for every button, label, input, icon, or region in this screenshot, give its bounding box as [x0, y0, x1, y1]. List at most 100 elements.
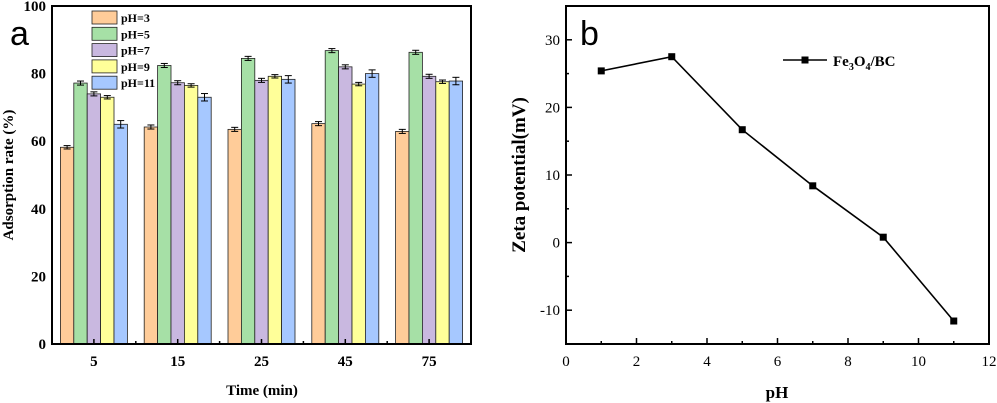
bar-pH=7-75	[421, 75, 437, 345]
x-tick-label: 2	[633, 354, 641, 370]
y-axis-label: Zeta potential(mV)	[509, 97, 530, 253]
y-tick-label: 40	[31, 202, 46, 218]
legend-item-pH=9: pH=9	[91, 59, 150, 74]
error-bar	[271, 74, 279, 79]
legend-swatch	[91, 59, 118, 74]
point-marker	[950, 317, 958, 325]
legend-item-pH=5: pH=5	[91, 26, 150, 41]
legend-label: pH=5	[121, 27, 150, 41]
bar-pH=9-25	[267, 75, 283, 345]
error-bar	[63, 145, 71, 150]
x-tick-label: 75	[422, 354, 437, 370]
legend-swatch	[91, 43, 118, 57]
legend-swatch	[91, 26, 118, 41]
point-marker	[668, 53, 676, 61]
bar-pH=11-15	[197, 96, 212, 345]
error-bar	[187, 83, 195, 88]
legend-swatch	[91, 10, 118, 25]
point-marker	[809, 182, 817, 190]
bars	[60, 48, 464, 345]
legend-item-pH=3: pH=3	[91, 10, 150, 25]
y-tick-label: 100	[24, 0, 47, 15]
legend-label: pH=7	[121, 44, 150, 58]
error-bar	[452, 76, 460, 86]
axes: 0 2 4 6 8 10 12 -10 0 10 20 30	[540, 5, 997, 370]
legend: pH=3 pH=5 pH=7 pH=9 pH=11	[91, 10, 155, 90]
bar-pH=9-75	[435, 81, 450, 345]
panel-label-b: b	[580, 15, 599, 53]
error-bar	[174, 80, 182, 86]
bar-pH=7-25	[254, 79, 269, 345]
error-bar	[355, 81, 363, 87]
bar-pH=11-45	[364, 73, 380, 345]
x-axis-label: pH	[766, 383, 789, 402]
error-bar	[160, 62, 168, 69]
bar-pH=3-75	[395, 130, 410, 345]
plot-frame	[51, 5, 472, 345]
series-line	[597, 53, 958, 325]
bar-pH=7-45	[338, 66, 353, 345]
error-bar	[439, 79, 446, 84]
y-tick-label: 0	[553, 236, 561, 252]
bar-pH=11-25	[281, 78, 296, 345]
error-bar	[103, 95, 111, 100]
legend-item-pH=11: pH=11	[91, 75, 155, 90]
bar-pH=5-45	[324, 50, 340, 345]
bar-pH=7-5	[86, 93, 101, 345]
bar-pH=11-5	[113, 123, 128, 345]
line-Fe3O4/BC	[601, 55, 955, 322]
legend-item-pH=7: pH=7	[91, 43, 150, 58]
y-axis-label: Adsorption rate (%)	[1, 110, 17, 241]
y-tick-label: -10	[540, 303, 560, 319]
bar-pH=5-25	[240, 57, 256, 345]
error-bar	[328, 48, 336, 54]
x-tick-label: 45	[338, 354, 353, 370]
legend-label-part: Fe	[833, 54, 849, 70]
legend-label-part: /BC	[870, 54, 896, 70]
x-tick-label: 0	[562, 354, 570, 370]
legend-label-part: O	[854, 54, 866, 70]
bar-pH=3-25	[227, 128, 242, 345]
bar-pH=9-5	[100, 96, 115, 345]
point-marker	[879, 233, 887, 241]
error-bar	[231, 126, 239, 132]
bar-pH=3-45	[311, 123, 326, 345]
bar-pH=7-15	[170, 82, 185, 345]
point-marker	[597, 67, 605, 75]
bar-pH=11-75	[448, 80, 464, 345]
legend-label: pH=11	[121, 76, 155, 90]
error-bar	[77, 80, 84, 86]
x-tick-label: 12	[982, 354, 997, 370]
x-tick-label: 8	[844, 354, 852, 370]
axes: 5 15 25 45 75 0 20 40 60 80 100	[24, 0, 472, 370]
error-bar	[412, 49, 420, 55]
legend-label-part: 4	[866, 62, 871, 73]
legend: Fe3O4/BC	[783, 54, 896, 73]
x-tick-label: 10	[911, 354, 926, 370]
point-marker	[738, 126, 746, 134]
error-bar	[284, 75, 292, 84]
legend-label-part: 3	[849, 62, 854, 73]
error-bar	[90, 91, 98, 97]
legend-label: pH=3	[121, 11, 150, 25]
error-bar	[425, 73, 433, 79]
y-tick-label: 30	[545, 33, 560, 49]
error-bar	[368, 69, 376, 78]
plot-frame	[565, 5, 990, 345]
bar-pH=5-5	[73, 82, 88, 345]
error-bar	[398, 128, 406, 134]
error-bar	[244, 55, 252, 61]
error-bar	[341, 64, 349, 70]
x-tick-label: 25	[254, 354, 269, 370]
chart-a-adsorption-rate: a 5 15 25 45 75 0 20 40 60 80 100 pH=3 pH=5 pH=7 pH=9…	[1, 0, 472, 399]
y-tick-label: 20	[545, 100, 560, 116]
error-bar	[147, 124, 155, 130]
legend-swatch	[91, 75, 118, 90]
y-tick-label: 10	[545, 168, 560, 184]
y-tick-label: 20	[31, 269, 46, 285]
error-bar	[315, 121, 322, 127]
y-tick-label: 60	[31, 134, 46, 150]
bar-pH=3-15	[143, 126, 158, 345]
